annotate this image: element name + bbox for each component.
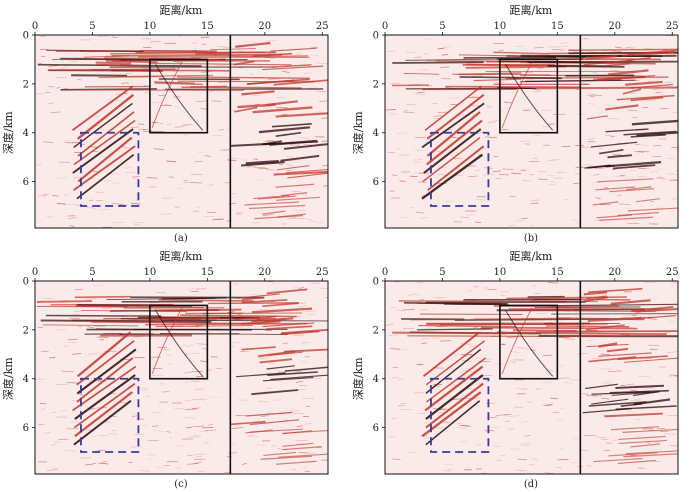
y-tick-label: 4: [23, 128, 29, 139]
x-tick-label: 10: [494, 21, 507, 32]
x-tick-label: 10: [144, 21, 157, 32]
x-tick-label: 15: [551, 267, 564, 278]
seismic-panel-d: 0 5 10 15 20 25 0 2 4 6 距离/km 深度/km (d): [351, 249, 679, 490]
x-axis-title: 距离/km: [160, 3, 203, 17]
solid-highlight-box: [499, 304, 559, 380]
x-tick-label: 20: [258, 21, 271, 32]
seismic-reflectors: [385, 35, 678, 228]
plot-frame: [384, 34, 679, 229]
y-tick-label: 4: [373, 128, 379, 139]
x-tick-label: 0: [382, 267, 388, 278]
x-axis-title: 距离/km: [510, 249, 553, 263]
y-axis-title: 深度/km: [1, 357, 15, 400]
dashed-highlight-box: [430, 377, 490, 453]
y-tick-label: 4: [23, 374, 29, 385]
x-tick-label: 20: [608, 21, 621, 32]
x-tick-label: 25: [666, 21, 679, 32]
y-axis-title: 深度/km: [351, 111, 365, 154]
seismic-panel-a: 0 5 10 15 20 25 0 2 4 6 距离/km 深度/km (a): [1, 3, 329, 244]
y-tick-label: 0: [373, 31, 379, 42]
x-tick-label: 25: [666, 267, 679, 278]
y-tick-label: 0: [23, 31, 29, 42]
x-tick-label: 15: [551, 21, 564, 32]
solid-highlight-box: [149, 58, 209, 134]
y-tick-label: 2: [23, 325, 29, 336]
panel-caption: (b): [524, 233, 538, 244]
y-tick-label: 0: [373, 277, 379, 288]
y-axis-title: 深度/km: [351, 357, 365, 400]
seismic-reflectors: [385, 281, 678, 474]
x-tick-label: 10: [494, 267, 507, 278]
y-tick-label: 4: [373, 374, 379, 385]
y-tick-label: 2: [373, 79, 379, 90]
x-tick-label: 15: [201, 267, 214, 278]
x-tick-label: 10: [144, 267, 157, 278]
y-tick-label: 0: [23, 277, 29, 288]
x-axis-title: 距离/km: [510, 3, 553, 17]
panel-caption: (c): [174, 479, 188, 490]
y-tick-label: 2: [373, 325, 379, 336]
x-tick-label: 20: [258, 267, 271, 278]
y-tick-label: 6: [23, 177, 29, 188]
panel-c: 0 5 10 15 20 25 0 2 4 6 距离/km 深度/km (c): [0, 246, 350, 492]
panel-d: 0 5 10 15 20 25 0 2 4 6 距离/km 深度/km (d): [350, 246, 700, 492]
panel-caption: (d): [524, 479, 538, 490]
seismic-panel-b: 0 5 10 15 20 25 0 2 4 6 距离/km 深度/km (b): [351, 3, 679, 244]
plot-frame: [34, 280, 329, 475]
y-tick-label: 6: [373, 177, 379, 188]
x-tick-label: 5: [439, 267, 445, 278]
x-tick-label: 0: [382, 21, 388, 32]
dashed-highlight-box: [80, 131, 140, 207]
dashed-highlight-box: [430, 131, 490, 207]
y-tick-label: 6: [23, 423, 29, 434]
seismic-image-background: [385, 281, 678, 474]
x-tick-label: 15: [201, 21, 214, 32]
solid-highlight-box: [499, 58, 559, 134]
x-tick-label: 25: [316, 21, 329, 32]
x-tick-label: 5: [439, 21, 445, 32]
x-tick-label: 0: [32, 267, 38, 278]
dashed-highlight-box: [80, 377, 140, 453]
plot-frame: [34, 34, 329, 229]
seismic-reflectors: [35, 35, 328, 228]
x-axis-title: 距离/km: [160, 249, 203, 263]
y-tick-label: 2: [23, 79, 29, 90]
panel-caption: (a): [174, 233, 188, 244]
plot-frame: [384, 280, 679, 475]
x-tick-label: 0: [32, 21, 38, 32]
x-tick-label: 5: [89, 21, 95, 32]
y-axis-title: 深度/km: [1, 111, 15, 154]
panel-a: 0 5 10 15 20 25 0 2 4 6 距离/km 深度/km (a): [0, 0, 350, 246]
panel-b: 0 5 10 15 20 25 0 2 4 6 距离/km 深度/km (b): [350, 0, 700, 246]
seismic-panel-c: 0 5 10 15 20 25 0 2 4 6 距离/km 深度/km (c): [1, 249, 329, 490]
x-tick-label: 5: [89, 267, 95, 278]
y-tick-label: 6: [373, 423, 379, 434]
x-tick-label: 25: [316, 267, 329, 278]
x-tick-label: 20: [608, 267, 621, 278]
solid-highlight-box: [149, 304, 209, 380]
seismic-reflectors: [35, 281, 328, 474]
